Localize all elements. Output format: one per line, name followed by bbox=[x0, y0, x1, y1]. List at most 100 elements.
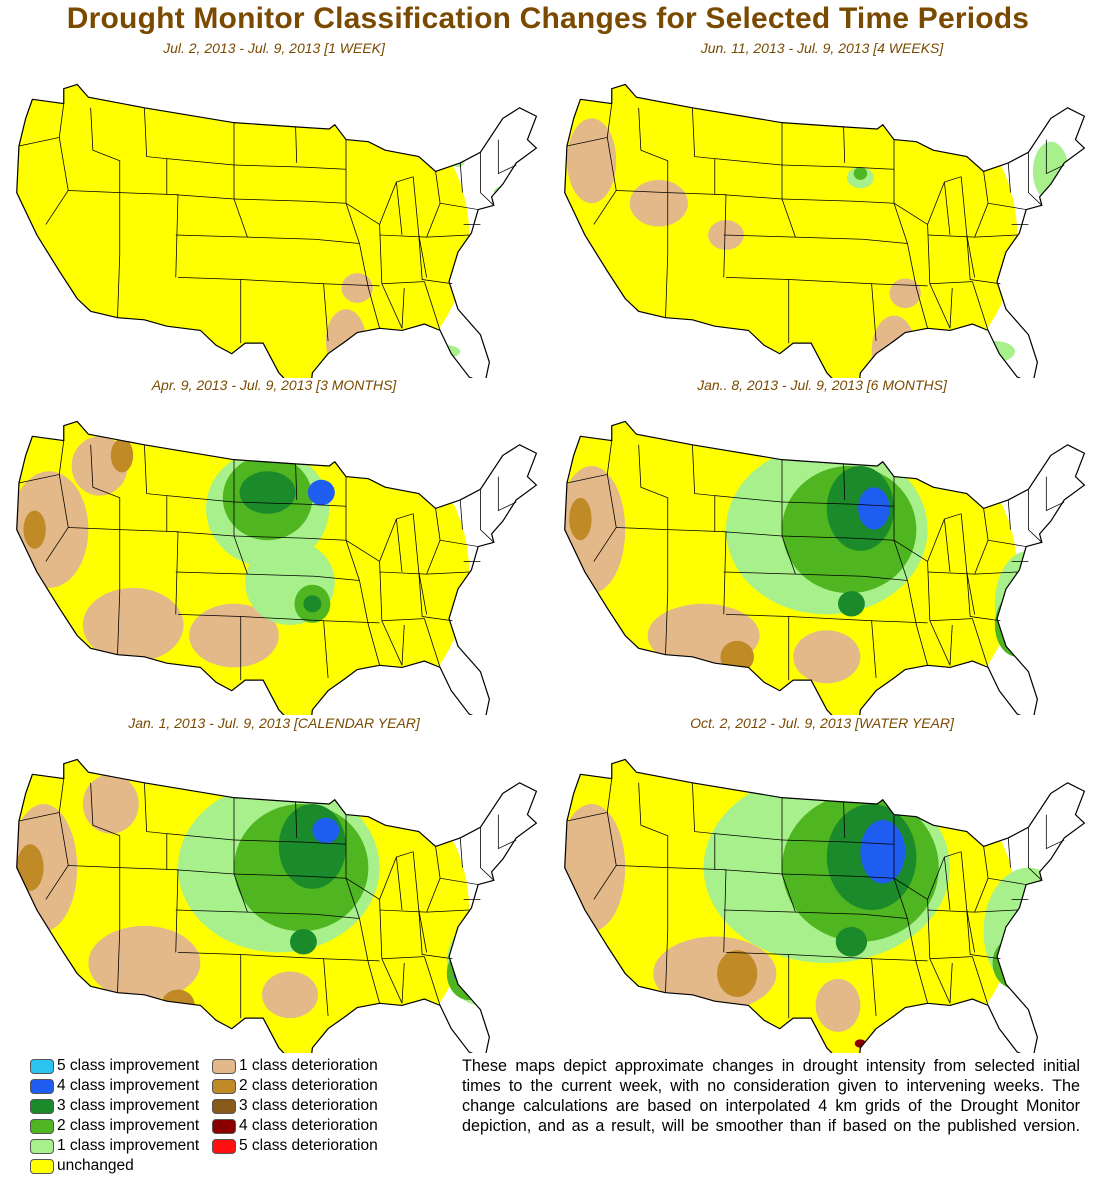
state-border bbox=[723, 571, 796, 575]
state-border bbox=[45, 812, 69, 900]
state-border bbox=[323, 283, 380, 287]
state-border bbox=[396, 856, 403, 911]
state-border bbox=[862, 575, 908, 581]
state-border bbox=[117, 929, 121, 993]
change-areas bbox=[16, 84, 537, 378]
state-border bbox=[788, 954, 877, 1017]
state-border bbox=[303, 166, 347, 170]
state-border bbox=[426, 878, 441, 913]
state-border bbox=[795, 911, 863, 915]
change-area-d1 bbox=[88, 925, 201, 1001]
state-border bbox=[247, 236, 315, 240]
change-area-i3 bbox=[239, 471, 296, 514]
legend-swatch bbox=[30, 1058, 54, 1074]
state-border bbox=[871, 620, 928, 624]
state-border bbox=[314, 913, 360, 919]
state-border bbox=[68, 527, 120, 530]
legend-swatch bbox=[30, 1138, 54, 1154]
state-border bbox=[497, 139, 517, 175]
state-border bbox=[303, 875, 347, 879]
change-area-i3 bbox=[303, 595, 322, 613]
us-outline bbox=[16, 758, 538, 1053]
state-border bbox=[166, 495, 235, 503]
us-map bbox=[564, 758, 1086, 1053]
map-panel-calendar-year: Jan. 1, 2013 - Jul. 9, 2013 [CALENDAR YE… bbox=[4, 715, 544, 1053]
change-area-d1 bbox=[189, 603, 279, 668]
state-border bbox=[18, 778, 65, 822]
state-border bbox=[90, 107, 121, 255]
state-border bbox=[480, 152, 495, 206]
state-border bbox=[795, 573, 863, 577]
state-border bbox=[295, 463, 298, 500]
legend-swatch bbox=[30, 1098, 54, 1114]
state-border bbox=[723, 869, 783, 875]
state-border bbox=[972, 956, 989, 1006]
legend-item: 4 class improvement bbox=[30, 1076, 199, 1096]
state-border bbox=[166, 833, 235, 841]
state-border bbox=[381, 956, 425, 960]
state-border bbox=[426, 234, 470, 238]
state-border bbox=[117, 591, 121, 655]
description-text: These maps depict approximate changes in… bbox=[462, 1057, 1080, 1135]
change-area-i1 bbox=[487, 561, 519, 689]
state-border bbox=[781, 535, 852, 539]
state-border bbox=[459, 837, 463, 868]
legend-swatch bbox=[30, 1078, 54, 1094]
state-border bbox=[90, 782, 121, 930]
state-border bbox=[916, 287, 928, 329]
state-border bbox=[927, 851, 962, 900]
change-area-i3 bbox=[290, 929, 317, 955]
state-border bbox=[381, 281, 425, 285]
legend-item: 4 class deterioration bbox=[212, 1116, 378, 1136]
state-border bbox=[247, 911, 315, 915]
state-border bbox=[944, 181, 951, 236]
change-area-d2 bbox=[161, 989, 195, 1022]
state-border bbox=[949, 624, 953, 666]
state-border bbox=[144, 782, 168, 870]
change-area-i1 bbox=[433, 345, 461, 358]
change-areas bbox=[564, 421, 1085, 715]
state-border bbox=[974, 540, 989, 575]
state-border bbox=[1007, 499, 1011, 530]
change-area-i2 bbox=[497, 665, 520, 712]
state-border bbox=[323, 620, 380, 624]
state-border bbox=[314, 238, 360, 244]
change-areas bbox=[564, 84, 1085, 378]
state-border bbox=[781, 873, 852, 877]
state-border bbox=[381, 283, 403, 329]
state-border bbox=[144, 107, 168, 195]
state-border bbox=[240, 279, 329, 342]
change-area-d1 bbox=[341, 273, 373, 303]
state-border bbox=[45, 137, 69, 225]
state-border bbox=[725, 952, 790, 1019]
state-border bbox=[233, 198, 304, 202]
state-border bbox=[714, 833, 783, 841]
state-border bbox=[929, 283, 951, 329]
map-panel-1-week: Jul. 2, 2013 - Jul. 9, 2013 [1 WEEK] bbox=[4, 40, 544, 378]
state-border bbox=[426, 203, 441, 238]
change-area-d2 bbox=[717, 950, 758, 997]
state-border bbox=[725, 614, 790, 681]
state-border bbox=[725, 277, 790, 344]
page-title: Drought Monitor Classification Changes f… bbox=[66, 2, 1030, 35]
state-border bbox=[723, 909, 796, 913]
legend-item: 2 class improvement bbox=[30, 1116, 199, 1136]
state-border bbox=[175, 909, 248, 913]
state-border bbox=[381, 958, 403, 1004]
panel-label: Jan. 1, 2013 - Jul. 9, 2013 [CALENDAR YE… bbox=[128, 715, 420, 731]
state-border bbox=[247, 573, 315, 577]
state-border bbox=[379, 176, 414, 225]
state-border bbox=[927, 513, 962, 562]
state-border bbox=[714, 158, 783, 166]
change-area-d1 bbox=[629, 179, 688, 227]
change-area-i4 bbox=[858, 487, 890, 530]
legend-item: 5 class deterioration bbox=[212, 1136, 378, 1156]
change-area-d2 bbox=[110, 438, 134, 473]
state-border bbox=[638, 107, 669, 255]
legend-item: 2 class deterioration bbox=[212, 1076, 378, 1096]
change-area-d1 bbox=[566, 118, 617, 204]
legend-swatch bbox=[30, 1118, 54, 1134]
state-border bbox=[379, 513, 414, 562]
state-border bbox=[714, 495, 783, 503]
state-border bbox=[90, 444, 121, 592]
